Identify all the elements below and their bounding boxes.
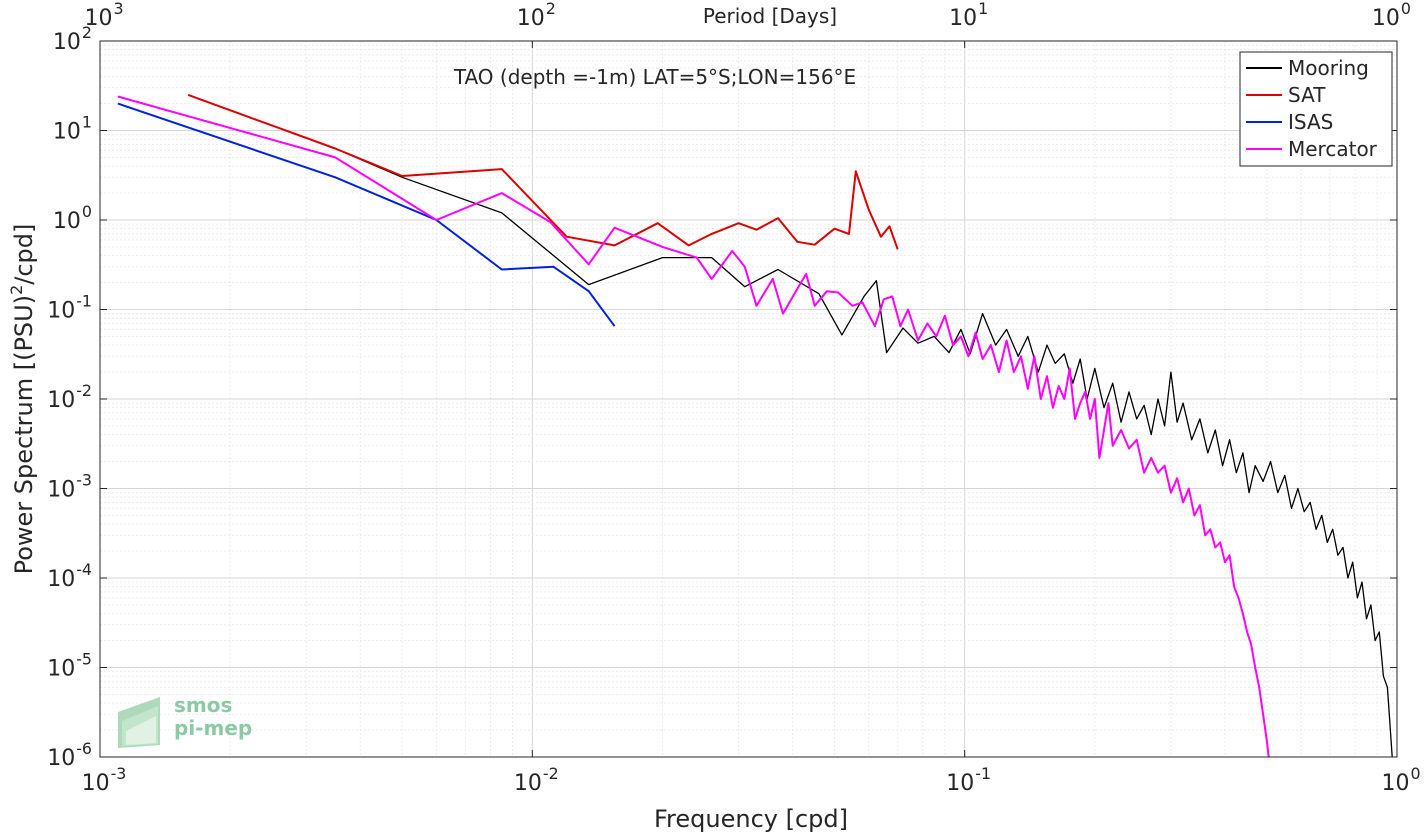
logo-waves-icon <box>118 697 160 748</box>
top-tick-label: 103 <box>84 0 123 31</box>
legend: Mooring SAT ISAS Mercator <box>1239 51 1393 167</box>
x-axis-label: Frequency [cpd] <box>654 805 848 833</box>
y-tick-label: 10-6 <box>47 739 92 771</box>
top-axis-label: Period [Days] <box>703 4 837 28</box>
series-line-mooring <box>187 94 1393 758</box>
y-tick-label: 10-3 <box>47 471 92 503</box>
x-tick-label: 100 <box>1381 764 1420 796</box>
y-tick-label: 102 <box>53 23 92 55</box>
y-tick-label: 10-4 <box>47 560 92 592</box>
x-tick-label: 10-3 <box>82 764 127 796</box>
y-tick-label: 101 <box>53 113 92 145</box>
legend-label-mooring: Mooring <box>1288 56 1369 80</box>
y-tick-label: 10-1 <box>47 292 92 324</box>
series-line-isas <box>117 102 616 327</box>
series-line-mercator <box>117 95 1270 758</box>
legend-box <box>1239 51 1393 167</box>
chart-title: TAO (depth =-1m) LAT=5°S;LON=156°E <box>453 65 856 89</box>
x-tick-label: 10-2 <box>514 764 559 796</box>
y-tick-label: 10-2 <box>47 381 92 413</box>
y-tick-label: 100 <box>53 202 92 234</box>
grid <box>100 41 1397 757</box>
legend-label-sat: SAT <box>1288 83 1326 107</box>
x-tick-label: 10-1 <box>946 764 991 796</box>
series-line-sat <box>187 93 899 250</box>
top-tick-label: 100 <box>1372 0 1411 31</box>
logo-text-pi-mep: pi-mep <box>174 716 252 740</box>
y-tick-label: 10-5 <box>47 650 92 682</box>
logo-text-smos: smos <box>174 693 232 717</box>
legend-label-mercator: Mercator <box>1288 137 1378 161</box>
top-tick-label: 102 <box>517 0 556 31</box>
y-axis-label: Power Spectrum [(PSU)2/cpd] <box>7 224 38 575</box>
legend-label-isas: ISAS <box>1288 110 1333 134</box>
series-lines <box>117 93 1393 758</box>
smos-pi-mep-logo: smos pi-mep <box>118 693 252 748</box>
top-tick-label: 101 <box>949 0 988 31</box>
